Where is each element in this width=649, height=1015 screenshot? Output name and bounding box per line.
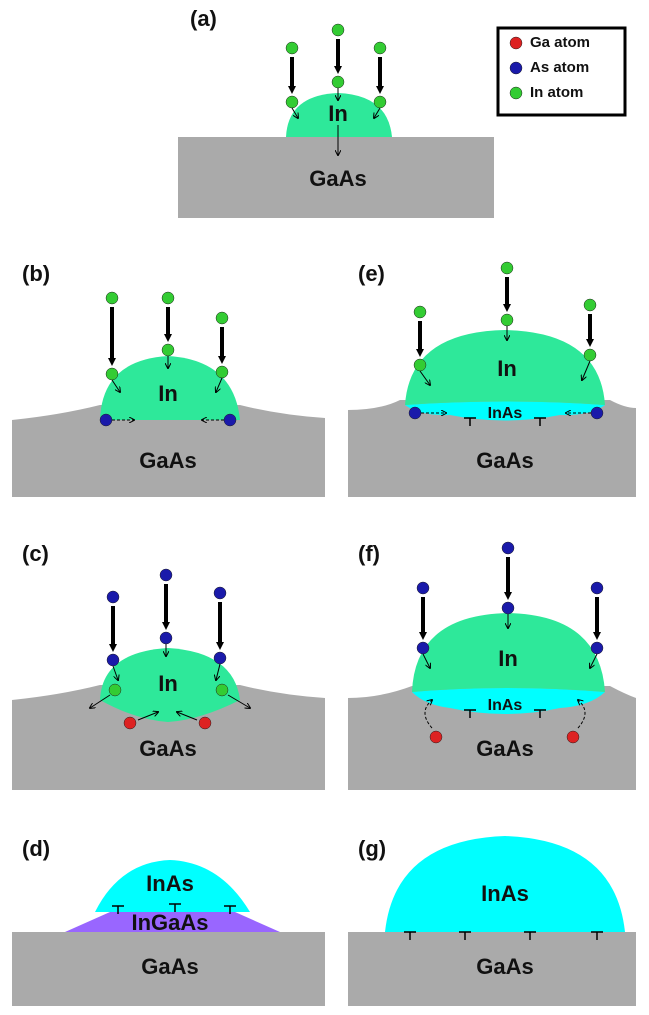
droplet-label: In [497, 356, 517, 381]
atom [106, 292, 118, 304]
droplet-label: In [498, 646, 518, 671]
atom [409, 407, 421, 419]
atom [510, 37, 522, 49]
atom [584, 349, 596, 361]
atom [162, 292, 174, 304]
panel-label: (b) [22, 261, 50, 286]
atom [332, 76, 344, 88]
atom [417, 642, 429, 654]
atom [567, 731, 579, 743]
atom [199, 717, 211, 729]
atom [162, 344, 174, 356]
atom [501, 262, 513, 274]
atom [591, 582, 603, 594]
atom [160, 632, 172, 644]
panel-label: (d) [22, 836, 50, 861]
atom [414, 306, 426, 318]
atom [510, 87, 522, 99]
atom [107, 591, 119, 603]
legend-label: In atom [530, 84, 583, 101]
atom [224, 414, 236, 426]
layer-label: InAs [488, 405, 523, 422]
atom [107, 654, 119, 666]
droplet-label: InAs [481, 881, 529, 906]
panel-label: (e) [358, 261, 385, 286]
atom [216, 312, 228, 324]
atom [286, 96, 298, 108]
substrate-label: GaAs [139, 448, 196, 473]
substrate-label: GaAs [141, 954, 198, 979]
atom [374, 96, 386, 108]
substrate-label: GaAs [139, 736, 196, 761]
atom [414, 359, 426, 371]
layer-label: InAs [488, 697, 523, 714]
atom [214, 587, 226, 599]
atom [430, 731, 442, 743]
panel-label: (g) [358, 836, 386, 861]
atom [124, 717, 136, 729]
droplet-label: In [158, 381, 178, 406]
substrate-label: GaAs [476, 448, 533, 473]
atom [501, 314, 513, 326]
droplet-label: In [158, 671, 178, 696]
atom [214, 652, 226, 664]
atom [332, 24, 344, 36]
legend-label: As atom [530, 59, 589, 76]
panel-label: (a) [190, 6, 217, 31]
atom [417, 582, 429, 594]
figure: (a) In GaAs (b) In GaAs (e) In InAs GaAs… [0, 0, 649, 1010]
substrate-label: GaAs [309, 166, 366, 191]
substrate-label: GaAs [476, 736, 533, 761]
droplet-label: In [328, 101, 348, 126]
atom [216, 366, 228, 378]
atom [374, 42, 386, 54]
panel-label: (c) [22, 541, 49, 566]
legend-label: Ga atom [530, 34, 590, 51]
atom [109, 684, 121, 696]
atom [106, 368, 118, 380]
droplet-label: InAs [146, 871, 194, 896]
atom [100, 414, 112, 426]
substrate-label: GaAs [476, 954, 533, 979]
atom [584, 299, 596, 311]
atom [502, 602, 514, 614]
atom [502, 542, 514, 554]
atom [591, 407, 603, 419]
atom [510, 62, 522, 74]
layer-label: InGaAs [131, 910, 208, 935]
atom [286, 42, 298, 54]
atom [160, 569, 172, 581]
panel-label: (f) [358, 541, 380, 566]
atom [591, 642, 603, 654]
atom [216, 684, 228, 696]
